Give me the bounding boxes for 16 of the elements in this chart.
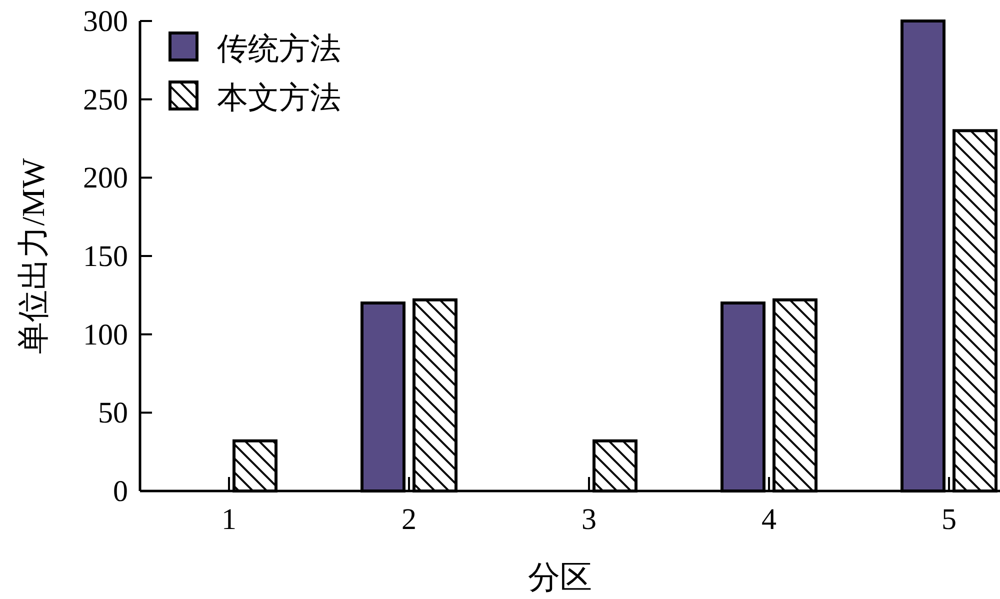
y-tick-label: 200 <box>83 162 128 195</box>
y-tick-label: 0 <box>113 475 128 508</box>
y-tick-label: 100 <box>83 318 128 352</box>
legend-label: 本文方法 <box>217 80 341 115</box>
x-tick-label: 2 <box>402 503 416 536</box>
y-tick-label: 150 <box>83 240 128 273</box>
x-tick-label: 3 <box>582 503 596 536</box>
y-tick-label: 250 <box>83 83 128 116</box>
x-tick-label: 4 <box>762 503 776 536</box>
x-tick-label: 1 <box>222 503 236 536</box>
x-axis-title: 分区 <box>528 559 592 595</box>
x-tick-label: 5 <box>942 503 956 536</box>
y-tick-label: 300 <box>83 5 128 38</box>
y-axis-title: 单位出力/MW <box>15 157 51 354</box>
legend-label: 传统方法 <box>217 31 341 66</box>
y-tick-label: 50 <box>98 396 128 430</box>
